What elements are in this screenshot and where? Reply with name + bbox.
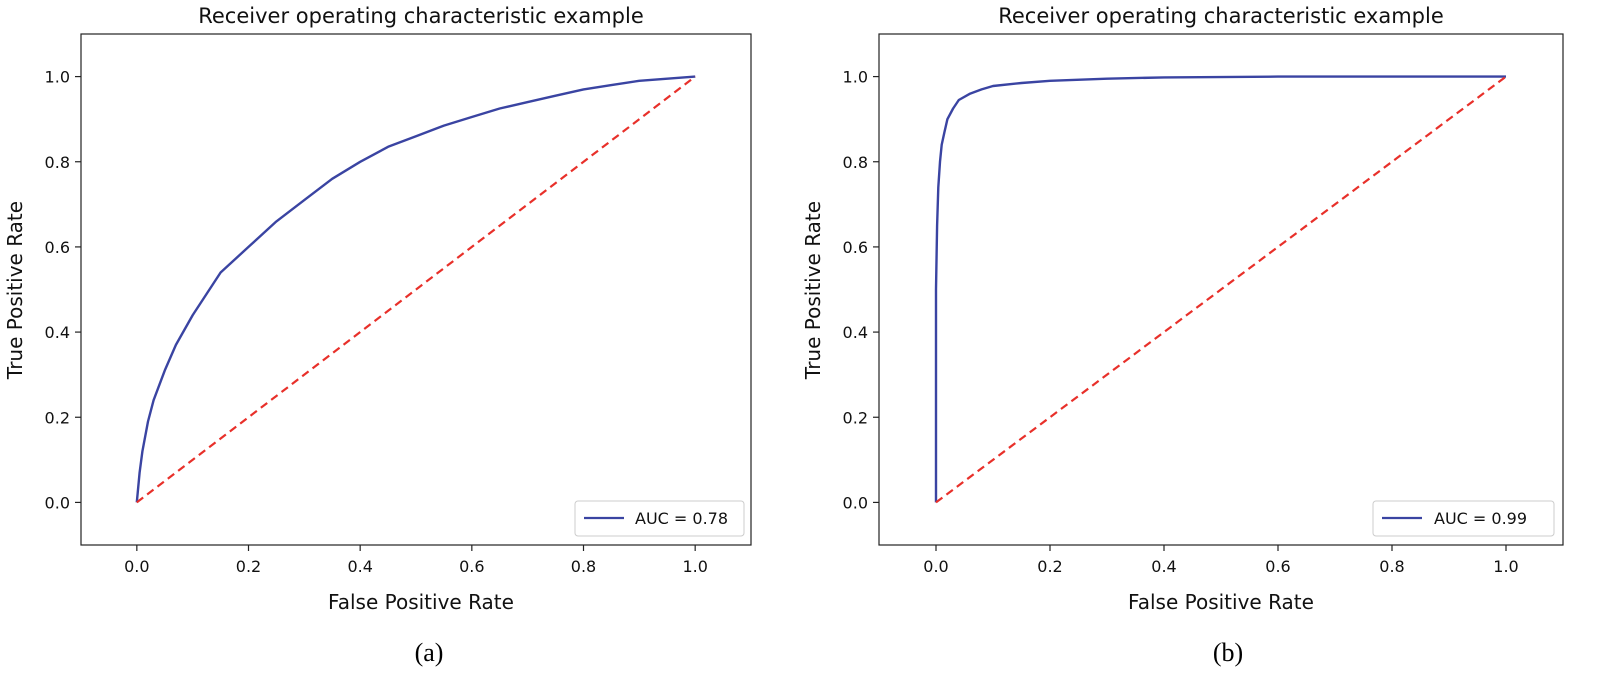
y-axis-label: True Positive Rate — [3, 201, 27, 380]
legend-label: AUC = 0.99 — [1434, 509, 1527, 528]
chart-title: Receiver operating characteristic exampl… — [998, 4, 1444, 28]
x-tick-label: 0.8 — [1379, 557, 1404, 576]
y-tick-label: 0.6 — [45, 238, 70, 257]
x-tick-label: 0.6 — [1265, 557, 1290, 576]
caption-a: (a) — [415, 638, 444, 667]
roc-curve-line — [135, 75, 696, 503]
y-tick-label: 1.0 — [45, 68, 70, 87]
y-tick-label: 0.4 — [843, 323, 868, 342]
legend-box — [574, 500, 745, 537]
x-tick-label: 0.2 — [1037, 557, 1062, 576]
x-axis-label: False Positive Rate — [1128, 590, 1314, 614]
legend: AUC = 0.78 — [574, 500, 745, 537]
y-tick-label: 0.8 — [45, 153, 70, 172]
y-tick-label: 0.8 — [843, 153, 868, 172]
chart-title: Receiver operating characteristic exampl… — [198, 4, 644, 28]
x-tick-label: 0.0 — [124, 557, 149, 576]
legend-label: AUC = 0.78 — [635, 509, 728, 528]
roc-curve-line — [934, 75, 1506, 503]
x-tick-label: 0.4 — [347, 557, 372, 576]
y-tick-label: 1.0 — [843, 68, 868, 87]
chance-diagonal-line — [136, 75, 696, 504]
x-tick-label: 0.2 — [236, 557, 261, 576]
plot-area: 0.0 0.2 0.4 0.6 0.8 1.0 0.0 0.2 0.4 0.6 0.8 1.0 — [843, 68, 1519, 576]
panel-a: Receiver operating characteristic exampl… — [3, 4, 752, 667]
y-axis-label: True Positive Rate — [801, 201, 825, 380]
panel-b: Receiver operating characteristic exampl… — [801, 4, 1564, 667]
chance-diagonal-line — [935, 75, 1507, 504]
x-tick-label: 1.0 — [682, 557, 707, 576]
x-tick-label: 0.8 — [571, 557, 596, 576]
caption-b: (b) — [1213, 638, 1243, 667]
x-tick-label: 0.0 — [923, 557, 948, 576]
y-tick-label: 0.2 — [843, 408, 868, 427]
x-tick-label: 0.4 — [1151, 557, 1176, 576]
x-tick-label: 0.6 — [459, 557, 484, 576]
legend-box — [1372, 500, 1555, 537]
y-tick-label: 0.0 — [843, 493, 868, 512]
plot-area: 0.0 0.2 0.4 0.6 0.8 1.0 0.0 0.2 0.4 0.6 0.8 1.0 — [45, 68, 708, 576]
y-tick-label: 0.4 — [45, 323, 70, 342]
legend: AUC = 0.99 — [1372, 500, 1555, 537]
y-tick-label: 0.6 — [843, 238, 868, 257]
plot-frame — [878, 33, 1564, 546]
plot-frame — [80, 33, 752, 546]
x-tick-label: 1.0 — [1493, 557, 1518, 576]
x-axis-label: False Positive Rate — [328, 590, 514, 614]
y-tick-label: 0.0 — [45, 493, 70, 512]
y-tick-label: 0.2 — [45, 408, 70, 427]
